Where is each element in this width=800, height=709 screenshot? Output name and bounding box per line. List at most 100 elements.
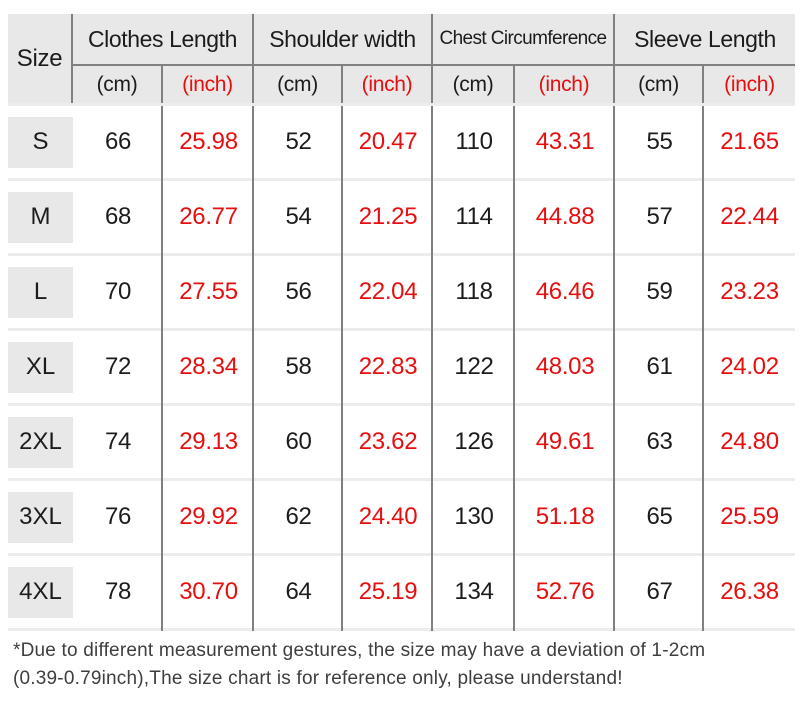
size-label: 3XL xyxy=(19,503,62,530)
size-cell: 3XL xyxy=(8,481,73,553)
cell-clothes-length-inch: 27.55 xyxy=(179,278,238,305)
size-label: 2XL xyxy=(19,428,62,455)
size-label: XL xyxy=(25,353,56,380)
cell-shoulder-width-inch: 23.62 xyxy=(358,428,418,455)
size-label: S xyxy=(32,128,49,155)
cell-clothes-length-inch: 28.34 xyxy=(179,353,238,380)
cell-shoulder-width-cm: 62 xyxy=(285,503,312,530)
cell-sleeve-length-cm: 63 xyxy=(646,428,673,455)
cell-chest-circumference-cm: 126 xyxy=(454,428,494,455)
size-badge: L xyxy=(8,266,73,318)
size-cell: L xyxy=(8,256,73,328)
cell-sleeve-length-cm: 55 xyxy=(646,128,673,155)
cell-chest-circumference-cm: 122 xyxy=(454,353,494,380)
cell-clothes-length-cm: 78 xyxy=(104,578,132,605)
table-row-l: L 70 27.55 56 22.04 118 46.46 59 23.23 xyxy=(8,256,795,331)
table-row-m: M 68 26.77 54 21.25 114 44.88 57 22.44 xyxy=(8,181,795,256)
cell-sleeve-length-cm: 61 xyxy=(646,353,673,380)
cell-chest-circumference-cm: 110 xyxy=(455,128,493,155)
cell-clothes-length-cm: 76 xyxy=(104,503,132,530)
cell-shoulder-width-cm: 52 xyxy=(285,128,312,155)
header-chest-circumference: Chest Circumference xyxy=(433,14,615,66)
subheader-sleeve-length-inch: (inch) xyxy=(724,72,775,96)
size-badge: XL xyxy=(8,341,73,393)
cell-sleeve-length-cm: 59 xyxy=(646,278,673,305)
cell-shoulder-width-inch: 22.04 xyxy=(358,278,418,305)
cell-shoulder-width-cm: 60 xyxy=(285,428,312,455)
cell-chest-circumference-cm: 118 xyxy=(455,278,493,305)
table-header: Size Clothes Length Shoulder width Chest… xyxy=(8,14,795,103)
cell-sleeve-length-inch: 22.44 xyxy=(720,203,779,230)
table-row-s: S 66 25.98 52 20.47 110 43.31 55 21.65 xyxy=(8,106,795,181)
cell-clothes-length-cm: 72 xyxy=(104,353,132,380)
cell-clothes-length-cm: 70 xyxy=(104,278,132,305)
cell-sleeve-length-cm: 65 xyxy=(646,503,673,530)
cell-chest-circumference-inch: 44.88 xyxy=(535,203,595,230)
size-label: M xyxy=(30,203,51,230)
cell-shoulder-width-inch: 22.83 xyxy=(358,353,418,380)
cell-chest-circumference-cm: 130 xyxy=(454,503,494,530)
cell-shoulder-width-inch: 24.40 xyxy=(358,503,418,530)
subheader-shoulder-width-inch: (inch) xyxy=(343,66,433,103)
table-row-xl: XL 72 28.34 58 22.83 122 48.03 61 24.02 xyxy=(8,331,795,406)
cell-clothes-length-cm: 68 xyxy=(104,203,132,230)
cell-chest-circumference-inch: 48.03 xyxy=(535,353,595,380)
cell-chest-circumference-inch: 49.61 xyxy=(535,428,595,455)
table-body: S 66 25.98 52 20.47 110 43.31 55 21.65 M xyxy=(8,103,795,631)
cell-shoulder-width-cm: 54 xyxy=(285,203,312,230)
cell-chest-circumference-inch: 52.76 xyxy=(535,578,595,605)
cell-clothes-length-inch: 26.77 xyxy=(179,203,238,230)
subheader-sleeve-length-cm: (cm) xyxy=(615,66,704,103)
footnote-line-2: (0.39-0.79inch),The size chart is for re… xyxy=(13,668,623,689)
header-clothes-length: Clothes Length xyxy=(73,14,254,66)
cell-sleeve-length-inch: 24.80 xyxy=(720,428,779,455)
cell-clothes-length-inch: 29.92 xyxy=(179,503,238,530)
table-row-2xl: 2XL 74 29.13 60 23.62 126 49.61 63 24.80 xyxy=(8,406,795,481)
subheader-shoulder-width-cm: (cm) xyxy=(254,66,343,103)
cell-chest-circumference-cm: 114 xyxy=(455,203,493,230)
subheader-clothes-length-cm: (cm) xyxy=(73,66,163,103)
size-cell: 4XL xyxy=(8,556,73,628)
cell-chest-circumference-cm: 134 xyxy=(454,578,494,605)
size-label: 4XL xyxy=(19,578,62,605)
cell-shoulder-width-inch: 25.19 xyxy=(358,578,418,605)
size-badge: M xyxy=(8,191,73,243)
cell-sleeve-length-inch: 23.23 xyxy=(720,278,779,305)
column-divider xyxy=(613,106,615,631)
cell-shoulder-width-cm: 64 xyxy=(285,578,312,605)
column-divider xyxy=(513,106,515,631)
table-row-4xl: 4XL 78 30.70 64 25.19 134 52.76 67 26.38 xyxy=(8,556,795,631)
subheader-chest-circumference-inch: (inch) xyxy=(515,66,615,103)
header-size-label: Size xyxy=(16,44,63,72)
header-shoulder-width: Shoulder width xyxy=(254,14,433,66)
cell-clothes-length-inch: 30.70 xyxy=(179,578,238,605)
size-badge: 4XL xyxy=(8,566,73,618)
size-cell: 2XL xyxy=(8,406,73,478)
cell-clothes-length-inch: 25.98 xyxy=(179,128,238,155)
column-divider xyxy=(702,106,704,631)
column-divider xyxy=(431,106,433,631)
cell-clothes-length-inch: 29.13 xyxy=(179,428,238,455)
footnote: *Due to different measurement gestures, … xyxy=(13,637,705,693)
column-divider xyxy=(341,106,343,631)
cell-sleeve-length-inch: 24.02 xyxy=(720,353,779,380)
header-size-cell: Size xyxy=(8,14,73,103)
size-label: L xyxy=(33,278,48,305)
cell-shoulder-width-cm: 56 xyxy=(285,278,312,305)
size-cell: M xyxy=(8,181,73,253)
size-badge: 3XL xyxy=(8,491,73,543)
cell-sleeve-length-cm: 57 xyxy=(646,203,673,230)
header-sleeve-length: Sleeve Length xyxy=(615,14,795,66)
cell-chest-circumference-inch: 46.46 xyxy=(535,278,595,305)
size-cell: S xyxy=(8,106,73,178)
cell-chest-circumference-inch: 51.18 xyxy=(535,503,595,530)
cell-chest-circumference-inch: 43.31 xyxy=(535,128,595,155)
cell-clothes-length-cm: 74 xyxy=(104,428,132,455)
subheader-clothes-length-inch: (inch) xyxy=(163,66,254,103)
size-badge: S xyxy=(8,116,73,168)
cell-sleeve-length-inch: 26.38 xyxy=(720,578,779,605)
cell-shoulder-width-inch: 20.47 xyxy=(358,128,418,155)
footnote-line-1: *Due to different measurement gestures, … xyxy=(13,640,706,661)
cell-shoulder-width-cm: 58 xyxy=(285,353,312,380)
